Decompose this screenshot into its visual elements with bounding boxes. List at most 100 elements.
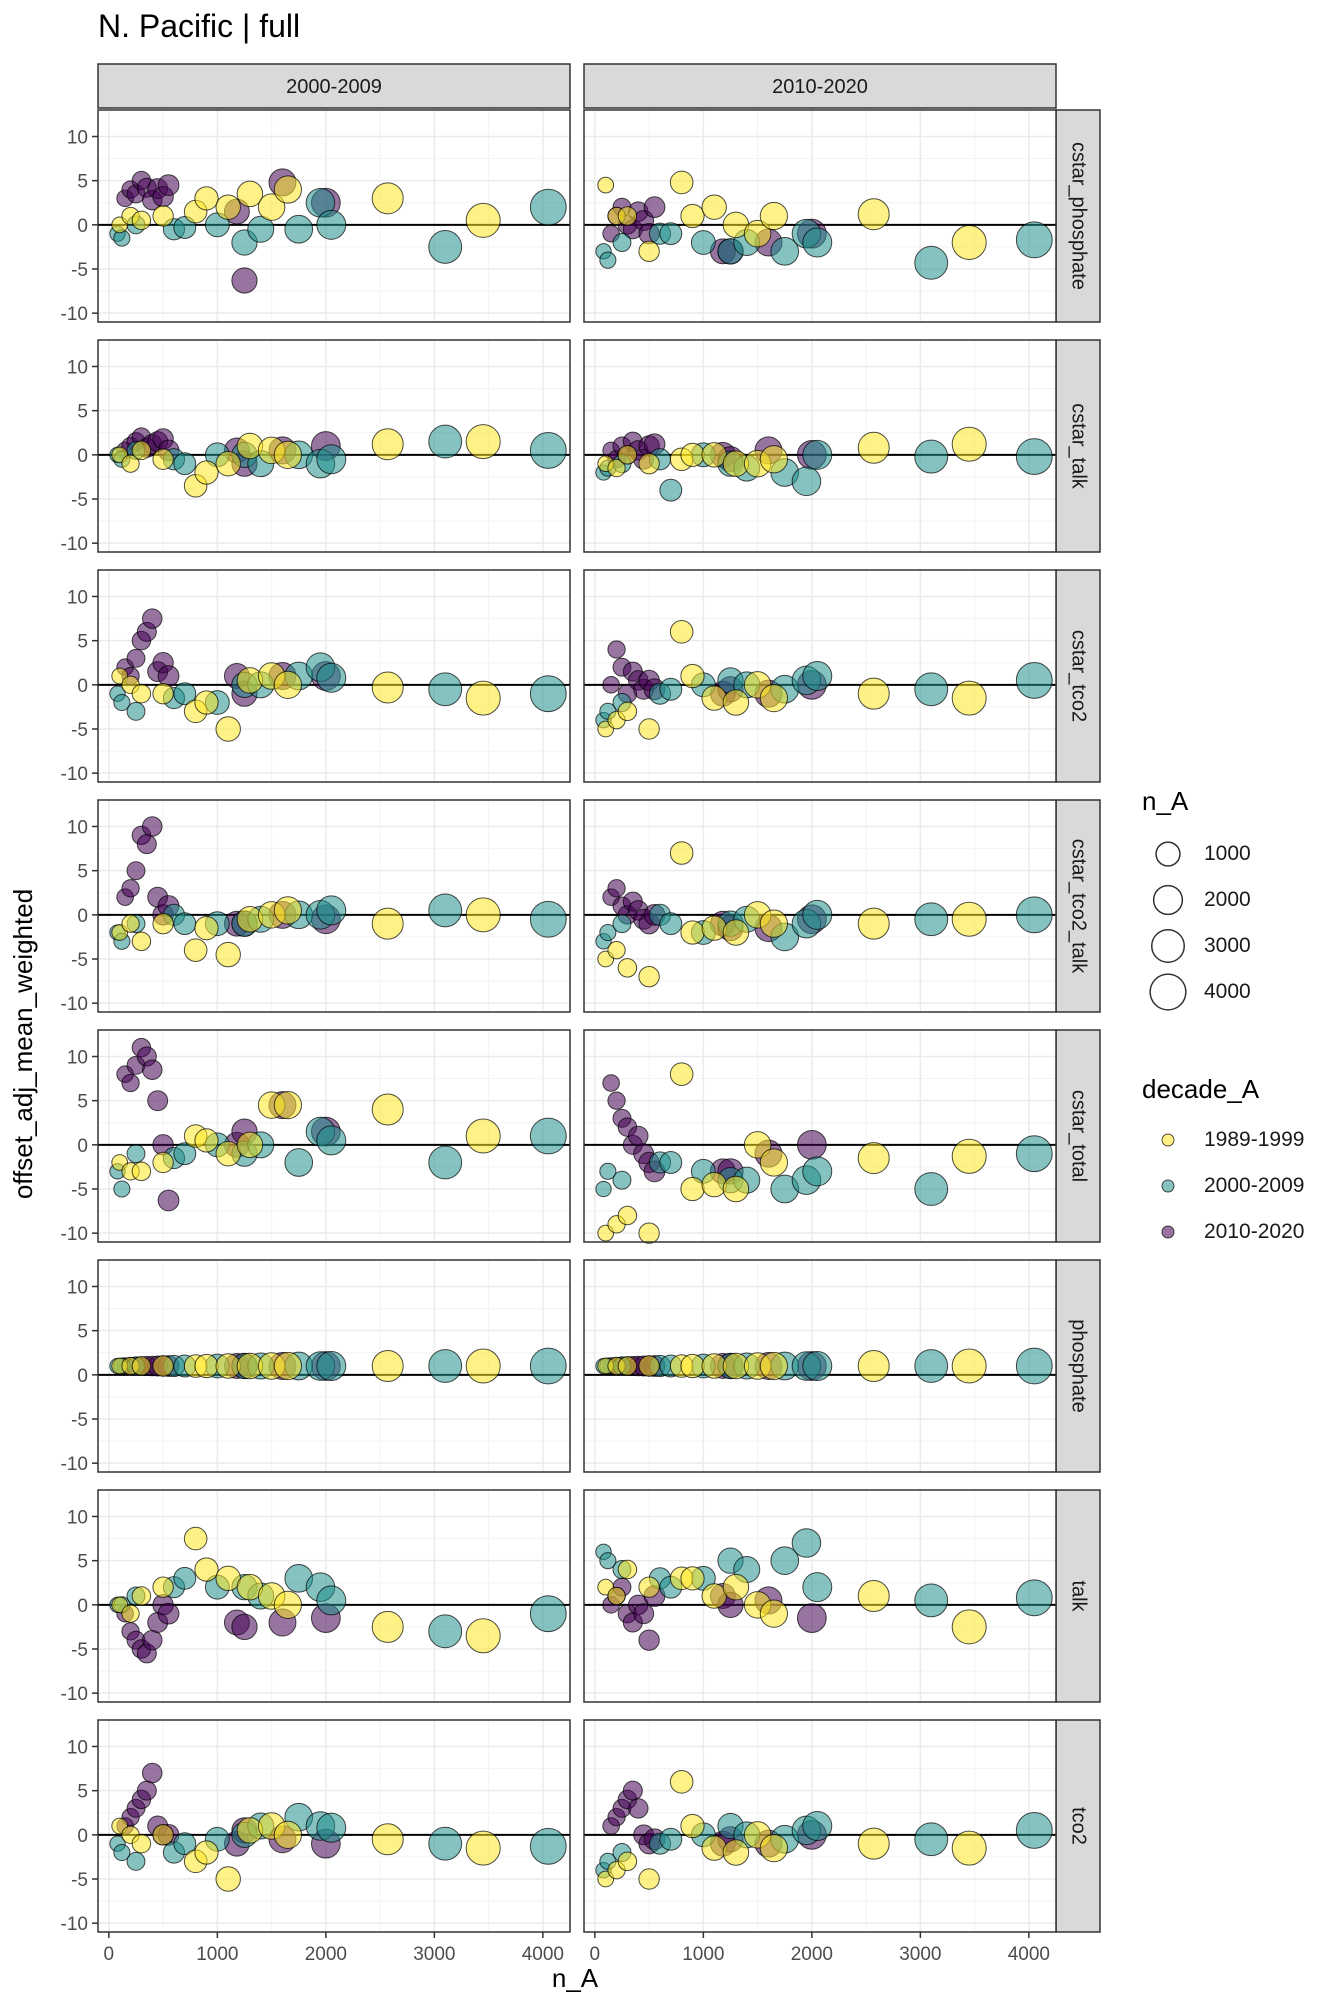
- data-point: [465, 1830, 501, 1866]
- data-point: [1015, 1579, 1053, 1617]
- data-point: [371, 182, 404, 215]
- data-point: [1015, 438, 1053, 476]
- panel-border: [583, 569, 1057, 783]
- data-point: [607, 458, 626, 478]
- y-tick-label: 0: [77, 906, 88, 927]
- data-point: [617, 1559, 638, 1580]
- data-point: [231, 1613, 258, 1641]
- data-point: [638, 718, 660, 740]
- y-tick-label: 5: [77, 1552, 88, 1573]
- panel-border: [97, 339, 571, 553]
- panel-points: [109, 168, 567, 294]
- data-point: [914, 439, 949, 474]
- data-point: [152, 205, 174, 227]
- data-point: [1015, 221, 1053, 259]
- size-legend-key: [1152, 884, 1184, 916]
- color-legend-label: 2010-2020: [1204, 1220, 1305, 1243]
- data-point: [465, 424, 501, 460]
- data-point: [152, 682, 174, 705]
- data-point: [142, 1629, 163, 1651]
- data-point: [1015, 1135, 1053, 1173]
- data-point: [612, 1170, 632, 1190]
- y-tick-label: 0: [77, 1596, 88, 1617]
- y-tick-label: 10: [67, 1738, 88, 1759]
- data-point: [428, 1826, 463, 1861]
- data-point: [126, 1144, 146, 1164]
- data-point: [136, 834, 157, 855]
- data-point: [802, 661, 833, 691]
- data-point: [914, 245, 949, 280]
- data-point: [659, 478, 683, 502]
- data-point: [628, 1798, 649, 1819]
- data-point: [802, 1156, 833, 1187]
- y-tick-label: -10: [61, 1224, 88, 1245]
- data-point: [759, 1148, 788, 1177]
- y-tick-label: -10: [61, 1454, 88, 1475]
- panel-border: [583, 1719, 1057, 1933]
- data-point: [690, 230, 716, 255]
- facet-strip-row: [1055, 569, 1101, 783]
- data-point: [236, 180, 264, 208]
- data-point: [770, 236, 800, 266]
- data-point: [770, 1546, 800, 1576]
- data-point: [215, 716, 241, 742]
- panel-points: [109, 816, 567, 968]
- data-point: [428, 672, 463, 707]
- data-point: [529, 1595, 567, 1633]
- facet-strip-column: [583, 63, 1057, 109]
- panel-border: [583, 799, 1057, 1013]
- x-tick-label: 0: [590, 1944, 601, 1965]
- data-point: [659, 1827, 683, 1851]
- y-tick-label: 5: [77, 862, 88, 883]
- data-point: [194, 1128, 219, 1153]
- data-point: [194, 1353, 219, 1379]
- data-point: [215, 941, 241, 968]
- data-point: [622, 1780, 643, 1801]
- data-point: [857, 1827, 890, 1860]
- data-point: [273, 175, 302, 204]
- data-point: [152, 1355, 174, 1377]
- y-tick-label: -5: [71, 1870, 88, 1891]
- x-axis-label: n_A: [551, 1963, 599, 1993]
- color-legend-key: [1161, 1225, 1175, 1239]
- y-tick-label: 0: [77, 676, 88, 697]
- data-point: [121, 1073, 140, 1093]
- panel-border: [97, 799, 571, 1013]
- y-tick-label: -5: [71, 490, 88, 511]
- data-point: [669, 1770, 694, 1794]
- data-point: [316, 1351, 347, 1381]
- data-point: [121, 914, 140, 933]
- y-tick-label: 0: [77, 446, 88, 467]
- data-point: [529, 188, 567, 226]
- x-tick-label: 3000: [413, 1944, 455, 1965]
- data-point: [142, 1762, 163, 1784]
- panel-border: [97, 1719, 571, 1933]
- panel-border: [583, 1029, 1057, 1243]
- data-point: [131, 210, 152, 231]
- data-point: [157, 1189, 180, 1212]
- x-tick-label: 4000: [522, 1944, 564, 1965]
- panel-points: [595, 1062, 1053, 1244]
- panel-points: [109, 1762, 567, 1892]
- data-point: [701, 1835, 727, 1861]
- data-point: [701, 685, 727, 711]
- data-point: [633, 1603, 655, 1625]
- data-point: [638, 1355, 660, 1377]
- data-point: [173, 1832, 197, 1856]
- data-point: [273, 1351, 302, 1381]
- data-point: [759, 909, 788, 938]
- facet-strip-row-label: cstar_phosphate: [1068, 142, 1090, 290]
- data-point: [131, 1586, 152, 1606]
- data-point: [173, 1142, 197, 1166]
- color-legend-label: 1989-1999: [1204, 1128, 1305, 1151]
- data-point: [529, 1117, 567, 1155]
- data-point: [857, 431, 890, 464]
- y-tick-label: 0: [77, 1366, 88, 1387]
- data-point: [215, 194, 241, 220]
- data-point: [617, 1205, 638, 1226]
- data-point: [465, 1348, 501, 1384]
- panel-border: [97, 1259, 571, 1473]
- data-point: [194, 690, 219, 715]
